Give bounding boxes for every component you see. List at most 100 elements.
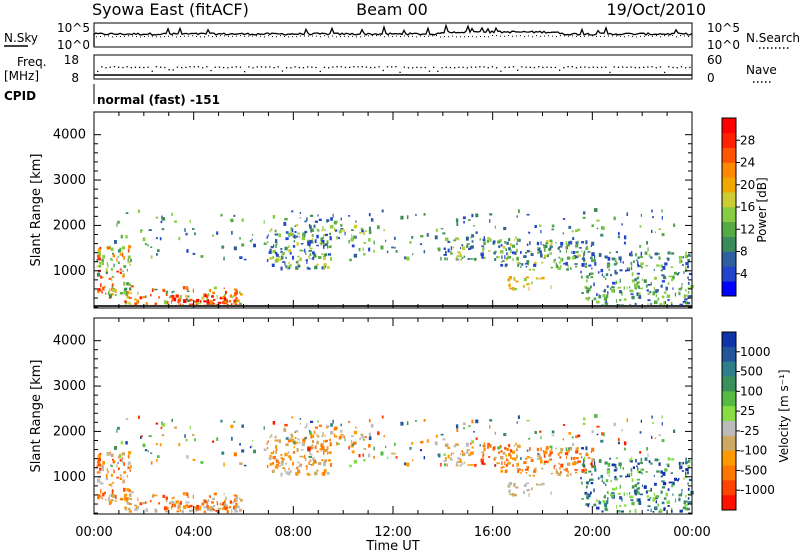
velocity-echo-cell xyxy=(171,497,174,500)
power-echo-cell xyxy=(609,287,611,290)
velocity-echo-cell xyxy=(117,455,121,459)
velocity-echo-cell xyxy=(657,459,660,461)
velocity-echo-cell xyxy=(630,499,634,501)
velocity-echo-cell xyxy=(445,457,447,461)
xtick-label: 08:00 xyxy=(275,525,312,540)
velocity-echo-cell xyxy=(212,440,215,443)
power-floor-cell xyxy=(490,305,492,307)
power-floor-cell xyxy=(204,305,206,307)
velocity-echo-cell xyxy=(468,425,471,427)
velocity-echo-cell xyxy=(666,463,670,466)
power-floor-cell xyxy=(498,305,500,307)
power-echo-cell xyxy=(373,240,375,245)
velocity-echo-cell xyxy=(154,508,158,512)
power-floor-cell xyxy=(266,305,268,307)
velocity-echo-cell xyxy=(616,467,618,471)
velocity-echo-cell xyxy=(335,435,338,438)
power-floor-cell xyxy=(258,305,260,307)
power-echo-cell xyxy=(221,301,223,304)
power-echo-cell xyxy=(483,256,486,260)
velocity-echo-cell xyxy=(623,447,626,451)
velocity-echo-cell xyxy=(183,505,187,509)
power-echo-cell xyxy=(137,291,139,296)
velocity-echo-cell xyxy=(321,445,325,450)
power-echo-cell xyxy=(567,264,569,268)
power-echo-cell xyxy=(463,221,465,224)
nave-dot xyxy=(340,66,342,68)
velocity-echo-cell xyxy=(455,443,459,446)
velocity-echo-cell xyxy=(598,459,602,463)
velocity-echo-cell xyxy=(549,458,552,461)
nave-dot xyxy=(105,67,107,69)
velocity-echo-cell xyxy=(187,505,191,508)
power-echo-cell xyxy=(515,280,519,283)
velocity-colorbar-tick: -25 xyxy=(740,424,760,438)
velocity-echo-cell xyxy=(455,462,458,466)
power-floor-cell xyxy=(166,305,168,307)
velocity-echo-cell xyxy=(608,474,610,477)
velocity-echo-cell xyxy=(145,508,148,512)
nsearch-dot xyxy=(440,36,441,38)
nsearch-dot xyxy=(176,36,177,38)
velocity-echo-cell xyxy=(630,460,633,463)
power-echo-cell xyxy=(309,245,311,248)
velocity-echo-cell xyxy=(288,467,290,470)
power-echo-cell xyxy=(98,261,102,265)
colorbar-frame xyxy=(721,331,737,511)
power-echo-cell xyxy=(548,248,551,251)
power-echo-cell xyxy=(674,292,677,297)
velocity-echo-cell xyxy=(349,464,352,468)
power-echo-cell xyxy=(394,236,396,240)
power-echo-cell xyxy=(480,252,484,257)
power-echo-cell xyxy=(571,230,574,233)
power-echo-cell xyxy=(335,229,338,232)
power-echo-cell xyxy=(329,236,332,241)
velocity-echo-cell xyxy=(173,496,175,499)
velocity-echo-cell xyxy=(189,504,193,508)
power-echo-cell xyxy=(642,262,644,265)
power-echo-cell xyxy=(619,299,622,302)
nave-tick-top: 60 xyxy=(707,53,722,67)
velocity-echo-cell xyxy=(282,458,284,461)
colorbar-swatch xyxy=(722,132,736,148)
velocity-echo-cell xyxy=(517,469,520,473)
velocity-echo-cell xyxy=(480,458,484,463)
velocity-echo-cell xyxy=(483,442,485,446)
power-echo-cell xyxy=(144,243,148,246)
velocity-echo-cell xyxy=(122,476,124,479)
velocity-echo-cell xyxy=(310,420,314,423)
velocity-echo-cell xyxy=(232,501,234,505)
velocity-echo-cell xyxy=(580,476,582,480)
nave-label: Nave xyxy=(746,63,777,77)
nave-dot xyxy=(491,66,494,68)
nave-dot xyxy=(512,66,515,68)
velocity-echo-cell xyxy=(634,508,637,513)
power-echo-cell xyxy=(565,249,567,253)
power-echo-cell xyxy=(285,231,289,234)
power-floor-cell xyxy=(546,305,548,307)
velocity-echo-cell xyxy=(324,459,327,463)
velocity-echo-cell xyxy=(373,455,375,459)
power-echo-cell xyxy=(654,300,658,305)
nsearch-dot xyxy=(188,35,189,37)
nave-dot xyxy=(529,66,531,68)
power-floor-cell xyxy=(364,305,366,307)
power-echo-cell xyxy=(687,301,690,305)
velocity-echo-cell xyxy=(459,464,462,467)
power-echo-cell xyxy=(520,251,522,254)
velocity-echo-cell xyxy=(98,467,102,471)
power-echo-cell xyxy=(122,270,124,273)
velocity-echo-cell xyxy=(293,443,297,445)
velocity-echo-cell xyxy=(685,457,687,461)
power-echo-cell xyxy=(549,246,552,250)
nave-dot xyxy=(332,66,334,68)
velocity-echo-cell xyxy=(111,492,113,497)
nsearch-dot xyxy=(160,36,161,38)
power-echo-cell xyxy=(302,235,305,238)
nave-dot xyxy=(269,66,271,68)
power-echo-cell xyxy=(182,286,186,290)
velocity-echo-cell xyxy=(626,492,628,496)
velocity-echo-cell xyxy=(263,448,267,451)
velocity-echo-cell xyxy=(224,502,226,506)
velocity-echo-cell xyxy=(301,443,305,447)
